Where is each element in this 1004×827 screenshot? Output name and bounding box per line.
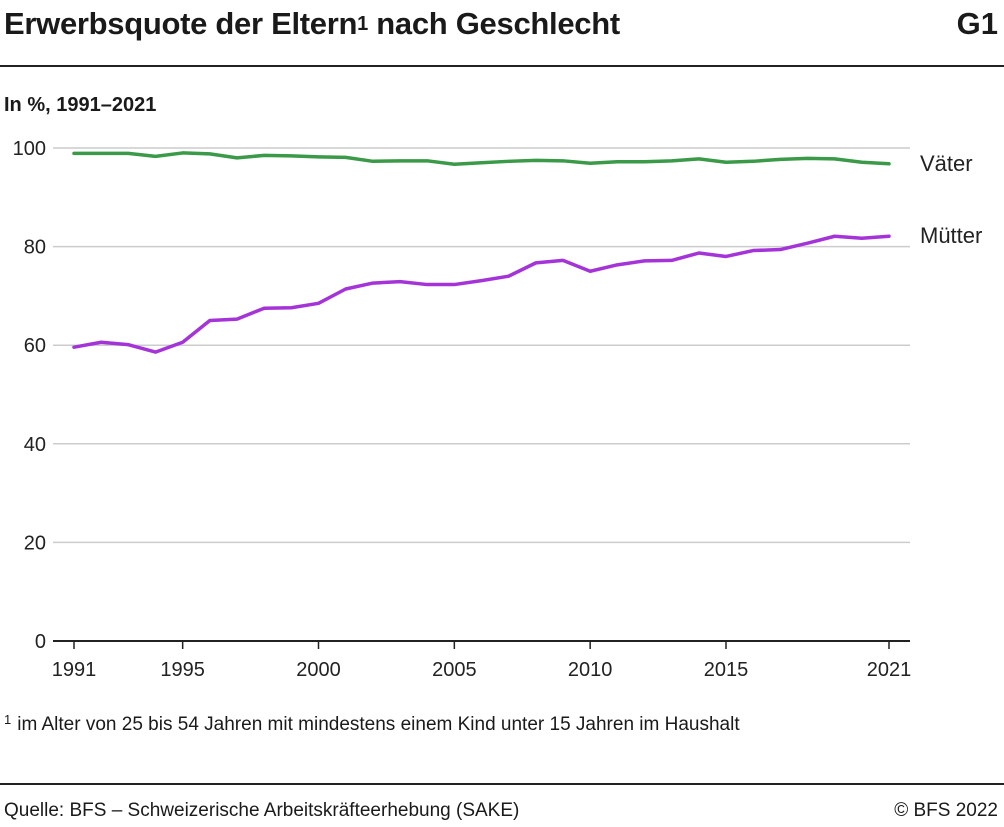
- footnote-mark: 1: [4, 712, 12, 727]
- bottom-rule: [0, 783, 1004, 785]
- line-chart: 0 20 40 60 80 100 1991 1995 2000 2005 2010 2015 2021…: [13, 138, 983, 681]
- footnote-text: im Alter von 25 bis 54 Jahren mit mindes…: [17, 714, 740, 735]
- chart-subtitle: In %, 1991–2021: [4, 94, 157, 116]
- x-tick-label: 2010: [568, 659, 613, 681]
- y-tick-label: 60: [24, 335, 46, 357]
- y-tick-label: 100: [13, 138, 46, 160]
- series-label: Väter: [920, 151, 973, 176]
- x-tick-label: 2000: [296, 659, 341, 681]
- title-footnote-mark: 1: [357, 13, 368, 35]
- chart-code: G1: [956, 6, 998, 41]
- chart-title: Erwerbsquote der Eltern1 nach Geschlecht: [4, 6, 620, 42]
- series-line-vaeter: [72, 151, 891, 167]
- x-tick-label: 2021: [867, 659, 912, 681]
- y-tick-label: 20: [24, 532, 46, 554]
- x-tick-label: 1991: [52, 659, 97, 681]
- top-rule: [0, 65, 1004, 67]
- y-tick-label: 40: [24, 434, 46, 456]
- y-tick-label: 80: [24, 237, 46, 259]
- source-note: Quelle: BFS – Schweizerische Arbeitskräf…: [4, 800, 520, 821]
- copyright: © BFS 2022: [894, 800, 998, 821]
- series-label: Mütter: [920, 223, 982, 248]
- footnote: 1 im Alter von 25 bis 54 Jahren mit minde…: [4, 712, 740, 736]
- x-tick-label: 2015: [704, 659, 749, 681]
- y-tick-label: 0: [35, 631, 46, 653]
- title-rest: nach Geschlecht: [367, 6, 620, 41]
- x-tick-label: 1995: [160, 659, 205, 681]
- title-main: Erwerbsquote der Eltern: [4, 6, 358, 41]
- x-tick-label: 2005: [432, 659, 477, 681]
- series-line-muetter: [72, 234, 891, 354]
